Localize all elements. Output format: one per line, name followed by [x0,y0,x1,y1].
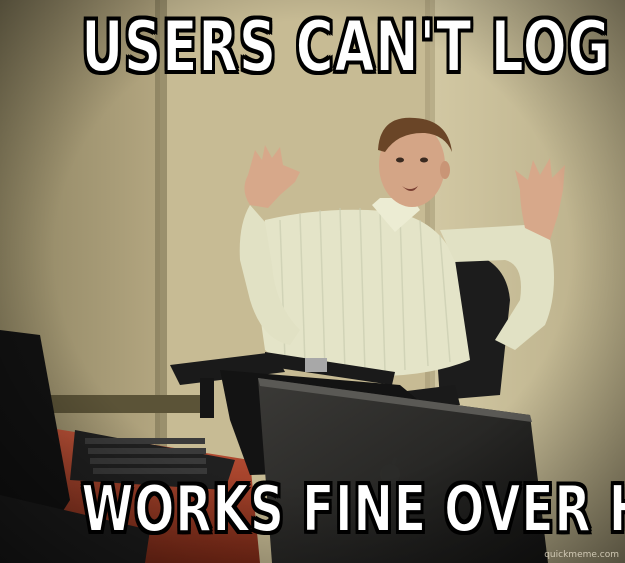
watermark: quickmeme.com [544,550,619,560]
bottom-caption: WORKS FINE OVER HERE [81,473,625,547]
top-caption: USERS CAN'T LOG IN? [81,6,625,88]
